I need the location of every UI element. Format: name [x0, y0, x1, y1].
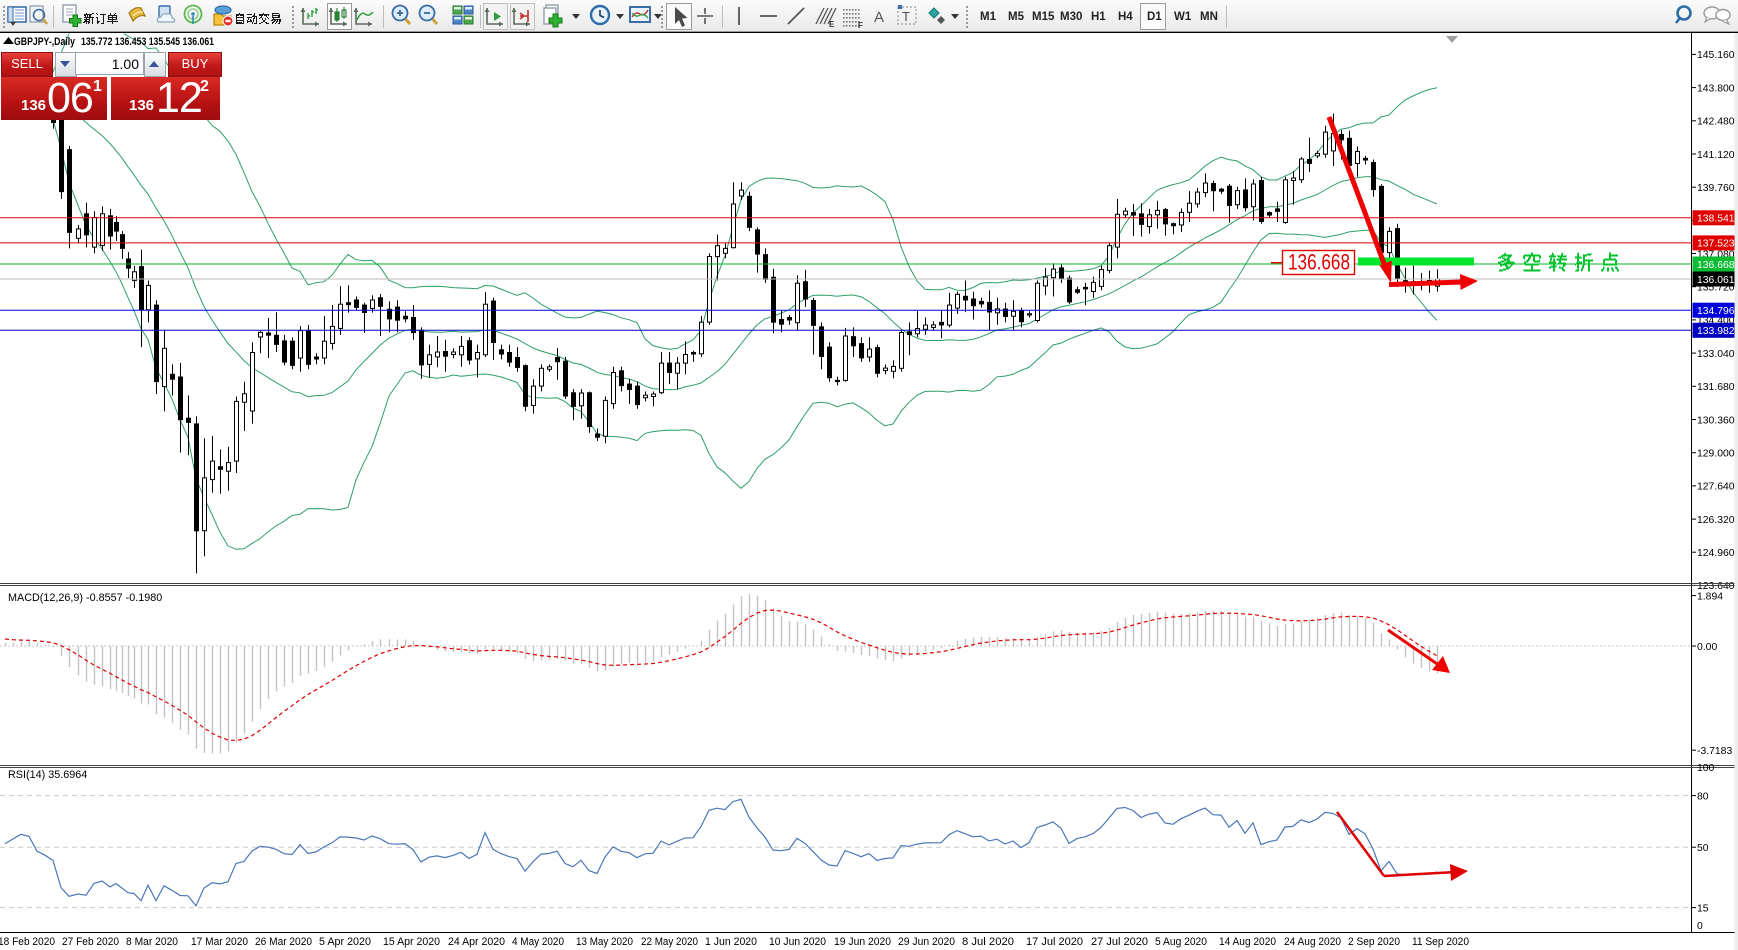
svg-text:127.640: 127.640: [1697, 482, 1735, 493]
svg-text:GBPJPY-,Daily: GBPJPY-,Daily: [14, 36, 76, 48]
svg-text:29 Jun 2020: 29 Jun 2020: [898, 936, 955, 948]
svg-text:143.800: 143.800: [1697, 83, 1735, 94]
svg-text:15 Apr 2020: 15 Apr 2020: [383, 936, 440, 948]
svg-text:24 Apr 2020: 24 Apr 2020: [448, 936, 505, 948]
svg-text:136.061: 136.061: [1697, 275, 1735, 286]
svg-text:M5: M5: [1008, 11, 1025, 23]
svg-text:137.080: 137.080: [1697, 249, 1735, 260]
svg-text:136.668: 136.668: [1288, 250, 1350, 275]
svg-text:27 Jul 2020: 27 Jul 2020: [1091, 936, 1148, 948]
svg-text:130.360: 130.360: [1697, 415, 1735, 426]
svg-text:19 Jun 2020: 19 Jun 2020: [834, 936, 891, 948]
svg-text:134.400: 134.400: [1697, 316, 1735, 327]
svg-text:134.796: 134.796: [1697, 306, 1735, 317]
svg-text:A: A: [874, 9, 884, 26]
svg-text:1.894: 1.894: [1697, 591, 1723, 602]
svg-text:133.040: 133.040: [1697, 349, 1735, 360]
svg-text:14 Aug 2020: 14 Aug 2020: [1219, 936, 1276, 948]
svg-text:5 Apr 2020: 5 Apr 2020: [319, 936, 371, 948]
svg-text:129.000: 129.000: [1697, 449, 1735, 460]
svg-text:H1: H1: [1091, 11, 1106, 23]
svg-text:MN: MN: [1200, 11, 1218, 23]
svg-text:5 Aug 2020: 5 Aug 2020: [1155, 936, 1207, 948]
svg-text:-3.7183: -3.7183: [1697, 746, 1732, 757]
svg-text:139.760: 139.760: [1697, 183, 1735, 194]
svg-text:0.00: 0.00: [1697, 642, 1717, 653]
svg-text:F: F: [858, 21, 863, 30]
svg-text:RSI(14) 35.6964: RSI(14) 35.6964: [8, 769, 87, 781]
svg-text:80: 80: [1697, 791, 1709, 802]
svg-text:13 May 2020: 13 May 2020: [576, 936, 633, 948]
svg-text:145.160: 145.160: [1697, 50, 1735, 61]
svg-text:27 Feb 2020: 27 Feb 2020: [62, 936, 119, 948]
svg-text:124.960: 124.960: [1697, 548, 1735, 559]
svg-text:22 May 2020: 22 May 2020: [641, 936, 698, 948]
svg-text:26 Mar 2020: 26 Mar 2020: [255, 936, 312, 948]
svg-text:M30: M30: [1060, 11, 1082, 23]
svg-text:15: 15: [1697, 903, 1709, 914]
svg-text:136.668: 136.668: [1697, 260, 1735, 271]
svg-text:133.982: 133.982: [1697, 326, 1735, 337]
svg-text:8 Mar 2020: 8 Mar 2020: [126, 936, 178, 948]
svg-text:8 Jul 2020: 8 Jul 2020: [962, 936, 1014, 948]
svg-text:W1: W1: [1174, 11, 1192, 23]
svg-text:M15: M15: [1032, 11, 1055, 23]
svg-text:142.480: 142.480: [1697, 117, 1735, 128]
svg-text:1 Jun 2020: 1 Jun 2020: [705, 936, 757, 948]
svg-text:11 Sep 2020: 11 Sep 2020: [1412, 936, 1469, 948]
svg-text:H4: H4: [1118, 11, 1133, 23]
svg-text:10 Jun 2020: 10 Jun 2020: [769, 936, 826, 948]
svg-text:17 Mar 2020: 17 Mar 2020: [191, 936, 248, 948]
svg-text:126.320: 126.320: [1697, 515, 1735, 526]
svg-text:24 Aug 2020: 24 Aug 2020: [1284, 936, 1341, 948]
svg-text:138.541: 138.541: [1697, 214, 1735, 225]
svg-text:MACD(12,26,9) -0.8557 -0.1980: MACD(12,26,9) -0.8557 -0.1980: [8, 592, 162, 604]
svg-text:D1: D1: [1147, 11, 1162, 23]
svg-text:4 May 2020: 4 May 2020: [512, 936, 564, 948]
svg-text:17 Jul 2020: 17 Jul 2020: [1026, 936, 1083, 948]
svg-text:100: 100: [1697, 763, 1715, 774]
svg-text:T: T: [902, 9, 910, 24]
svg-text:135.720: 135.720: [1697, 283, 1735, 294]
svg-text:2 Sep 2020: 2 Sep 2020: [1348, 936, 1400, 948]
svg-text:M1: M1: [980, 11, 997, 23]
svg-text:137.523: 137.523: [1697, 239, 1735, 250]
svg-text:E: E: [829, 20, 835, 29]
svg-text:18 Feb 2020: 18 Feb 2020: [0, 936, 55, 948]
svg-text:135.772 136.453 135.545 136.06: 135.772 136.453 135.545 136.061: [81, 36, 214, 48]
svg-text:141.120: 141.120: [1697, 150, 1735, 161]
svg-text:50: 50: [1697, 843, 1709, 854]
svg-text:0: 0: [1697, 921, 1703, 932]
svg-text:131.680: 131.680: [1697, 382, 1735, 393]
svg-text:123.640: 123.640: [1697, 581, 1735, 592]
